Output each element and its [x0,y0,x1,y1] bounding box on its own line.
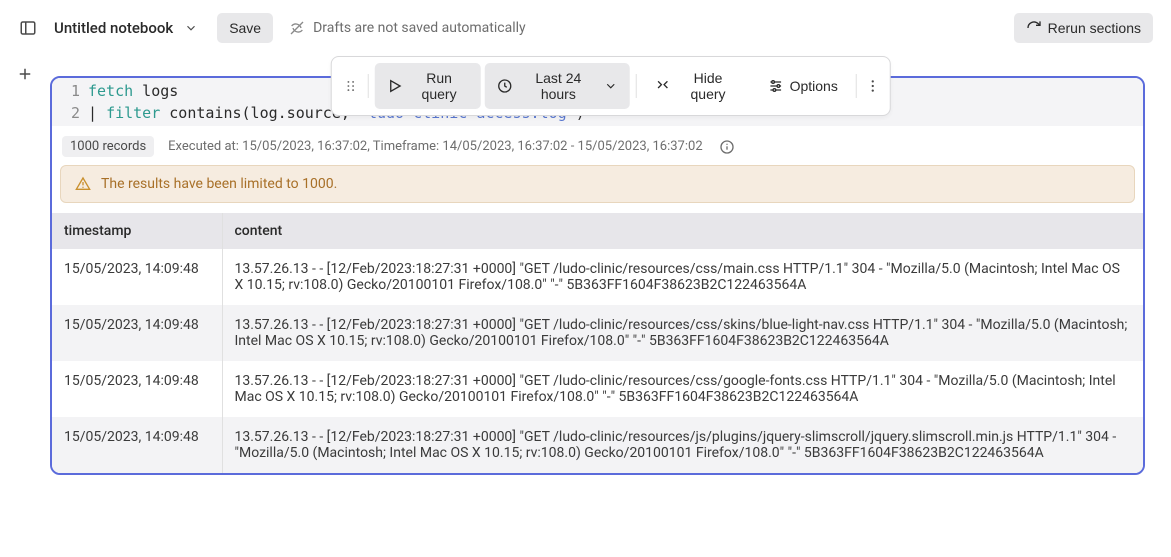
info-icon[interactable] [717,137,737,157]
drag-handle-icon[interactable] [339,74,362,98]
table-row[interactable]: 15/05/2023, 14:09:4813.57.26.13 - - [12/… [52,417,1143,473]
line-number: 2 [52,102,80,124]
chevron-down-icon [604,79,618,93]
notebook-title[interactable]: Untitled notebook [54,19,173,37]
column-header-timestamp[interactable]: timestamp [52,213,222,249]
rerun-label: Rerun sections [1048,20,1141,36]
code-keyword: filter [106,104,160,122]
run-query-label: Run query [409,70,469,102]
code-text: | [88,104,106,122]
hide-icon [654,78,670,94]
results-table-body: 15/05/2023, 14:09:4813.57.26.13 - - [12/… [52,249,1143,473]
refresh-icon [1026,20,1042,36]
warning-icon [75,176,91,192]
hide-query-label: Hide query [676,70,739,102]
query-section: 1 2 fetch logs | filter contains(log.sou… [50,76,1145,475]
results-table: timestamp content [52,213,1143,249]
draft-note-text: Drafts are not saved automatically [313,20,526,36]
cell-timestamp: 15/05/2023, 14:09:48 [52,361,222,417]
sliders-icon [768,78,784,94]
chevron-down-icon[interactable] [181,18,201,38]
execution-meta: Executed at: 15/05/2023, 16:37:02, Timef… [168,139,702,154]
rerun-sections-button[interactable]: Rerun sections [1014,13,1153,43]
code-keyword: fetch [88,82,133,100]
more-icon[interactable] [863,76,882,96]
draft-status: Drafts are not saved automatically [289,20,526,36]
cell-content: 13.57.26.13 - - [12/Feb/2023:18:27:31 +0… [222,417,1143,473]
save-button[interactable]: Save [217,13,273,43]
hide-query-button[interactable]: Hide query [642,63,751,109]
play-icon [387,78,403,94]
warning-banner: The results have been limited to 1000. [60,165,1135,203]
cell-content: 13.57.26.13 - - [12/Feb/2023:18:27:31 +0… [222,361,1143,417]
line-number: 1 [52,80,80,102]
table-row[interactable]: 15/05/2023, 14:09:4813.57.26.13 - - [12/… [52,361,1143,417]
options-button[interactable]: Options [756,71,850,101]
options-label: Options [790,78,838,94]
table-row[interactable]: 15/05/2023, 14:09:4813.57.26.13 - - [12/… [52,249,1143,305]
record-count: 1000 records [62,136,154,157]
query-toolbar: Run query Last 24 hours Hide query [330,56,891,116]
timeframe-label: Last 24 hours [519,70,597,102]
timeframe-button[interactable]: Last 24 hours [485,63,629,109]
cell-content: 13.57.26.13 - - [12/Feb/2023:18:27:31 +0… [222,249,1143,305]
column-header-content[interactable]: content [222,213,1143,249]
code-text: contains(log.source, [160,104,359,122]
code-text: logs [133,82,178,100]
clock-icon [497,78,513,94]
run-query-button[interactable]: Run query [375,63,481,109]
warning-text: The results have been limited to 1000. [101,176,337,192]
unsaved-icon [289,20,305,36]
panel-toggle-icon[interactable] [18,18,38,38]
table-row[interactable]: 15/05/2023, 14:09:4813.57.26.13 - - [12/… [52,305,1143,361]
cell-timestamp: 15/05/2023, 14:09:48 [52,249,222,305]
cell-timestamp: 15/05/2023, 14:09:48 [52,417,222,473]
cell-timestamp: 15/05/2023, 14:09:48 [52,305,222,361]
cell-content: 13.57.26.13 - - [12/Feb/2023:18:27:31 +0… [222,305,1143,361]
add-section-button[interactable] [15,64,35,84]
